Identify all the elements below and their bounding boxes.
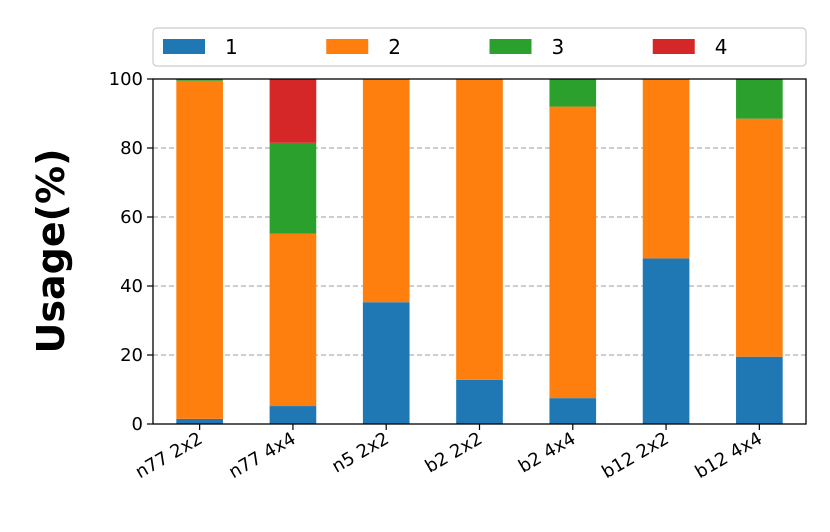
x-tick-label: n5 2x2 (328, 428, 392, 477)
x-tick-label: b12 2x2 (598, 428, 672, 483)
legend: 1 2 3 4 (152, 27, 807, 67)
bar-segment-series-3 (549, 79, 597, 107)
y-tick-label: 100 (109, 69, 143, 90)
legend-label-3: 3 (552, 35, 565, 59)
bar-segment-series-2 (736, 118, 783, 357)
x-tick-label: n77 2x2 (132, 428, 206, 483)
legend-swatch-2 (326, 39, 369, 54)
x-tick-label: b2 2x2 (422, 428, 486, 477)
y-gridlines (153, 147, 806, 356)
x-tick-label: b12 4x4 (692, 428, 766, 483)
bar-segment-series-1 (269, 406, 317, 424)
legend-swatch-1 (163, 39, 205, 54)
y-tick-label: 60 (120, 207, 143, 228)
bar-segment-series-2 (269, 233, 317, 407)
legend-label-1: 1 (225, 35, 238, 59)
bar-segment-series-1 (642, 258, 690, 424)
bar-segment-series-2 (362, 79, 410, 303)
bar-segment-series-3 (176, 79, 223, 81)
bar-segment-series-2 (456, 79, 503, 380)
legend-label-4: 4 (715, 35, 728, 59)
x-tick-label: b2 4x4 (515, 428, 579, 477)
bar-segment-series-4 (269, 79, 317, 143)
y-tick-label: 40 (120, 276, 143, 297)
x-tick-label: n77 4x4 (225, 428, 299, 483)
x-axis-ticks: n77 2x2 n77 4x4 n5 2x2 b2 2x2 b2 4x4 b12 2x2 b… (132, 424, 766, 483)
bar-segment-series-3 (736, 79, 783, 119)
legend-swatch-4 (652, 39, 695, 54)
bar-segment-series-1 (549, 398, 597, 424)
bars (176, 79, 783, 424)
y-axis-ticks: 0 20 40 60 80 100 (109, 69, 153, 435)
bar-segment-series-1 (456, 379, 503, 424)
bar-segment-series-2 (642, 79, 690, 259)
bar-segment-series-2 (176, 80, 223, 419)
legend-box (152, 27, 807, 67)
y-tick-label: 20 (120, 345, 143, 366)
legend-swatch-3 (489, 39, 532, 54)
bar-segment-series-3 (269, 142, 317, 234)
y-tick-label: 0 (132, 414, 143, 435)
y-axis-label: Usage(%) (29, 149, 73, 354)
legend-label-2: 2 (388, 35, 401, 59)
bar-segment-series-2 (549, 106, 597, 399)
bar-segment-series-1 (362, 302, 410, 424)
y-tick-label: 80 (120, 138, 143, 159)
bar-segment-series-1 (176, 418, 223, 424)
bar-segment-series-1 (736, 356, 783, 424)
